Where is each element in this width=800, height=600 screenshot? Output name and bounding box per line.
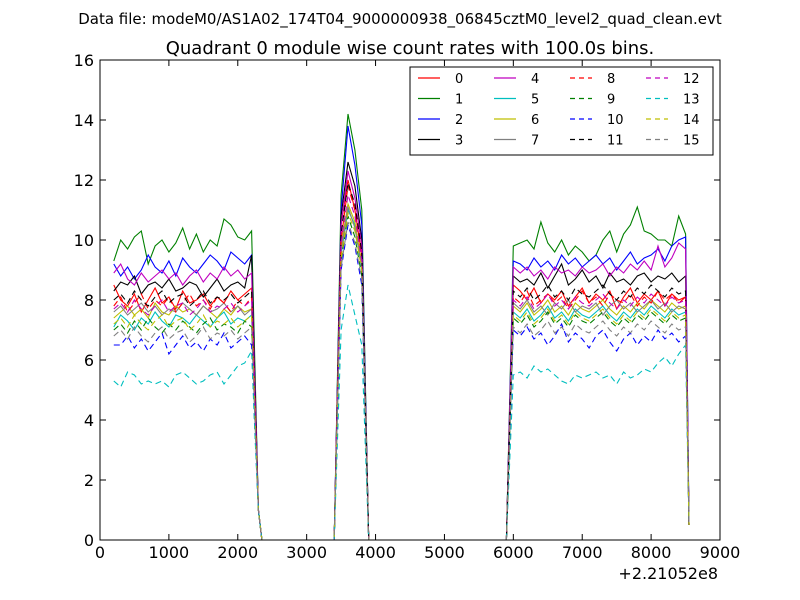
legend-label-1: 1 — [455, 93, 463, 108]
y-tick-label: 0 — [84, 531, 94, 550]
legend-label-2: 2 — [455, 113, 463, 128]
legend-label-9: 9 — [607, 93, 615, 108]
y-tick-label: 6 — [84, 351, 94, 370]
legend-label-13: 13 — [683, 93, 700, 108]
y-tick-label: 2 — [84, 471, 94, 490]
x-tick-label: 5000 — [424, 543, 465, 562]
legend-label-6: 6 — [531, 113, 539, 128]
legend-label-10: 10 — [607, 113, 624, 128]
x-tick-label: 2000 — [217, 543, 258, 562]
legend-label-14: 14 — [683, 113, 700, 128]
x-tick-label: 8000 — [631, 543, 672, 562]
x-offset-label: +2.21052e8 — [618, 564, 718, 583]
y-tick-label: 4 — [84, 411, 94, 430]
legend-label-0: 0 — [455, 72, 463, 87]
y-tick-label: 16 — [74, 51, 94, 70]
y-tick-label: 14 — [74, 111, 94, 130]
legend-box — [409, 66, 714, 156]
suptitle: Data file: modeM0/AS1A02_174T04_90000009… — [78, 10, 722, 29]
series-layer — [113, 113, 690, 541]
legend-label-12: 12 — [683, 72, 700, 87]
x-tick-label: 9000 — [700, 543, 741, 562]
legend-label-7: 7 — [531, 134, 539, 149]
ticks-layer: 0 1000 2000 3000 4000 5000 6000 7000 8000 9000 0 2 4… — [74, 51, 741, 562]
series-line-13 — [113, 284, 690, 541]
x-tick-label: 4000 — [355, 543, 396, 562]
series-line-15 — [113, 221, 690, 541]
legend-label-15: 15 — [683, 134, 700, 149]
x-tick-label: 6000 — [493, 543, 534, 562]
legend-label-5: 5 — [531, 93, 539, 108]
legend-label-8: 8 — [607, 72, 615, 87]
x-tick-label: 1000 — [149, 543, 190, 562]
y-tick-label: 10 — [74, 231, 94, 250]
series-line-11 — [113, 182, 690, 541]
y-tick-label: 8 — [84, 291, 94, 310]
legend-label-3: 3 — [455, 134, 463, 149]
y-tick-label: 12 — [74, 171, 94, 190]
x-tick-label: 0 — [95, 543, 105, 562]
chart-title: Quadrant 0 module wise count rates with … — [166, 38, 655, 59]
x-tick-label: 7000 — [562, 543, 603, 562]
legend-label-11: 11 — [607, 134, 624, 149]
x-tick-label: 3000 — [286, 543, 327, 562]
legend-label-4: 4 — [531, 72, 539, 87]
